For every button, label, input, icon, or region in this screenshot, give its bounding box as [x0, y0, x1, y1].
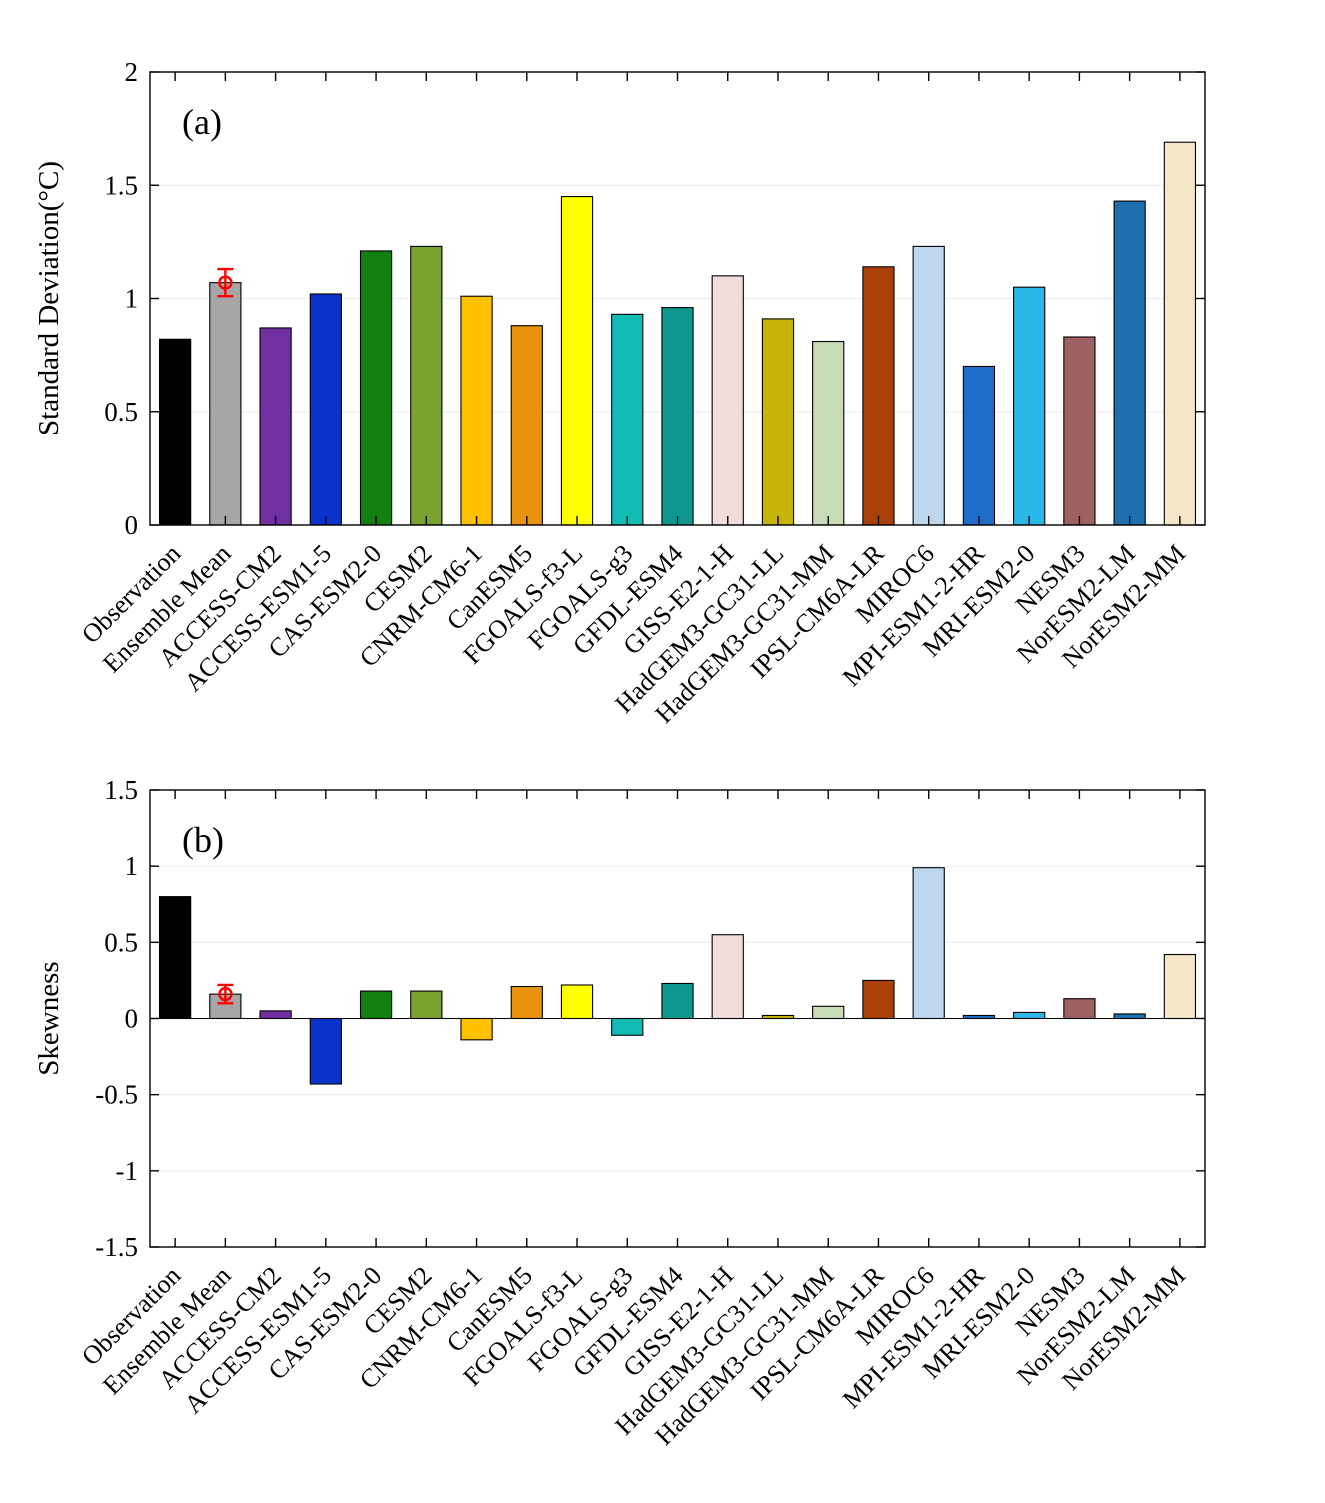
bar-Ensemble Mean	[209, 282, 242, 526]
bar-Observation	[158, 896, 192, 1020]
bar-IPSL-CM6A-LR	[862, 266, 895, 526]
bar-CanESM5	[510, 325, 543, 526]
bar-GISS-E2-1-H	[711, 275, 744, 526]
bar-CNRM-CM6-1	[460, 1017, 493, 1041]
bar-HadGEM3-GC31-LL	[761, 318, 795, 526]
y-axis-label: Standard Deviation(°C)	[33, 161, 65, 436]
bar-CESM2	[410, 990, 443, 1020]
bar-IPSL-CM6A-LR	[862, 979, 895, 1020]
bar-NorESM2-MM	[1163, 141, 1197, 526]
error-bar	[217, 267, 234, 298]
bar-HadGEM3-GC31-MM	[812, 340, 845, 526]
bar-MPI-ESM1-2-HR	[962, 365, 996, 526]
bar-HadGEM3-GC31-MM	[812, 1005, 845, 1020]
y-tick-label: 0.5	[104, 927, 138, 957]
bar-NorESM2-MM	[1163, 953, 1197, 1020]
y-tick-label: 1.5	[104, 775, 138, 805]
bar-HadGEM3-GC31-LL	[761, 1014, 795, 1020]
bar-MRI-ESM2-0	[1013, 1011, 1046, 1020]
error-bar-marker	[218, 986, 233, 1002]
bar-NorESM2-LM	[1113, 200, 1146, 526]
y-tick-label: 0.5	[104, 397, 138, 427]
bar-MIROC6	[912, 867, 945, 1020]
bar-CAS-ESM2-0	[359, 250, 393, 526]
bar-Observation	[158, 338, 192, 526]
bar-GFDL-ESM4	[661, 307, 694, 526]
y-tick-label: 1.5	[104, 170, 138, 200]
bar-FGOALS-f3-L	[560, 196, 594, 526]
error-bar-marker	[218, 275, 233, 290]
y-tick-label: 2	[125, 57, 139, 87]
bar-ACCESS-ESM1-5	[309, 293, 342, 526]
bar-MIROC6	[912, 245, 945, 526]
bar-ACCESS-CM2	[259, 1010, 292, 1020]
bar-GISS-E2-1-H	[711, 934, 744, 1020]
bar-CNRM-CM6-1	[460, 295, 493, 526]
error-bar	[217, 983, 234, 1005]
y-axis-label: Skewness	[33, 961, 65, 1075]
y-tick-label: 0	[125, 1004, 139, 1034]
panel-label: (a)	[182, 102, 222, 142]
y-tick-label: -1	[116, 1156, 139, 1186]
bar-NESM3	[1063, 336, 1096, 526]
bar-ACCESS-CM2	[259, 327, 292, 526]
bar-FGOALS-g3	[611, 313, 644, 526]
y-tick-label: 0	[125, 510, 139, 540]
bar-CESM2	[410, 245, 443, 526]
y-tick-label: -0.5	[95, 1080, 138, 1110]
bar-MPI-ESM1-2-HR	[962, 1014, 996, 1020]
y-tick-label: 1	[125, 284, 139, 314]
bar-CAS-ESM2-0	[359, 990, 393, 1020]
bar-NorESM2-LM	[1113, 1013, 1146, 1020]
bar-ACCESS-ESM1-5	[309, 1017, 342, 1085]
bar-GFDL-ESM4	[661, 982, 694, 1020]
bar-FGOALS-f3-L	[560, 984, 594, 1020]
bar-FGOALS-g3	[611, 1017, 644, 1036]
panel-label: (b)	[182, 820, 224, 860]
y-tick-label: -1.5	[95, 1232, 138, 1262]
bar-MRI-ESM2-0	[1013, 286, 1046, 526]
bar-NESM3	[1063, 998, 1096, 1020]
bar-CanESM5	[510, 985, 543, 1020]
y-tick-label: 1	[125, 851, 139, 881]
